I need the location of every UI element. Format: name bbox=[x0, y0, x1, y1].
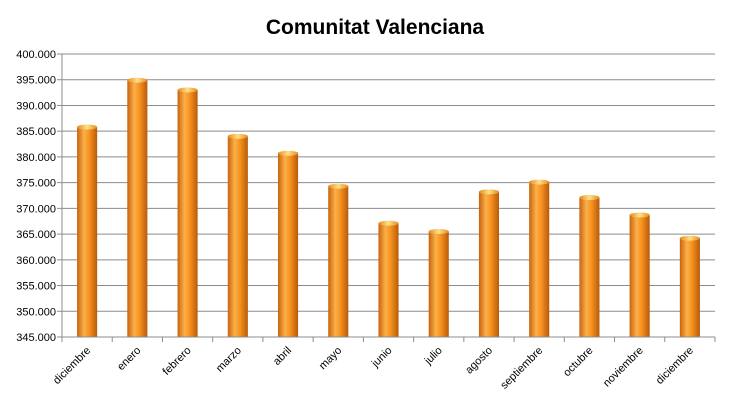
bar bbox=[679, 235, 700, 337]
bar bbox=[177, 87, 198, 337]
x-tick-label: diciembre bbox=[51, 345, 93, 387]
y-tick-label: 350.000 bbox=[16, 306, 56, 318]
bar-cap bbox=[478, 189, 500, 195]
bar-body bbox=[227, 136, 248, 337]
bar-cap bbox=[629, 212, 650, 218]
bar-cap bbox=[529, 179, 550, 185]
y-tick-label: 370.000 bbox=[16, 203, 56, 215]
bar-body bbox=[77, 127, 98, 337]
bar bbox=[428, 229, 449, 337]
bar-cap bbox=[227, 133, 248, 139]
bar bbox=[227, 133, 248, 337]
bar bbox=[127, 77, 148, 337]
bar-body bbox=[328, 186, 349, 337]
y-tick-label: 365.000 bbox=[16, 229, 56, 241]
x-tick-label: noviembre bbox=[601, 345, 646, 390]
y-tick-label: 400.000 bbox=[16, 49, 56, 61]
y-axis-tick-labels: 345.000 350.000 355.000 360.000 365.000 370.0… bbox=[16, 49, 56, 344]
x-tick-label: diciembre bbox=[654, 345, 696, 387]
bar-body bbox=[428, 231, 449, 337]
y-tick-label: 345.000 bbox=[16, 332, 56, 344]
x-tick-label: enero bbox=[115, 345, 143, 373]
y-tick-label: 355.000 bbox=[16, 281, 56, 293]
bar-body bbox=[177, 90, 198, 337]
x-tick-label: octubre bbox=[561, 345, 595, 379]
x-axis-tick-labels: diciembre enero febrero marzo abril mayo junio… bbox=[51, 345, 696, 392]
y-tick-label: 385.000 bbox=[16, 126, 56, 138]
chart-title: Comunitat Valenciana bbox=[266, 16, 485, 39]
bar-body bbox=[679, 238, 700, 337]
bar-cap bbox=[378, 220, 399, 226]
bar-body bbox=[378, 223, 399, 337]
bar-body bbox=[529, 182, 550, 337]
bar-cap bbox=[127, 77, 148, 83]
bar bbox=[579, 195, 600, 337]
bar-cap bbox=[277, 150, 299, 156]
bar bbox=[629, 212, 650, 337]
x-tick-label: julio bbox=[422, 345, 445, 368]
x-tick-label: septiembre bbox=[498, 345, 545, 392]
bar-cap bbox=[679, 235, 700, 241]
bar-cap bbox=[77, 124, 98, 130]
x-tick-label: marzo bbox=[214, 345, 244, 375]
bar bbox=[529, 179, 550, 337]
x-tick-label: mayo bbox=[317, 345, 345, 373]
y-tick-label: 380.000 bbox=[16, 152, 56, 164]
y-tick-label: 390.000 bbox=[16, 100, 56, 112]
bar bbox=[328, 183, 349, 337]
bar-cap bbox=[328, 183, 349, 189]
bar bbox=[277, 150, 299, 337]
y-tick-label: 395.000 bbox=[16, 75, 56, 87]
bar-body bbox=[629, 215, 650, 337]
axes bbox=[61, 54, 716, 342]
bar-body bbox=[127, 80, 148, 337]
bar-body bbox=[478, 191, 500, 337]
x-tick-label: junio bbox=[369, 345, 395, 371]
bar bbox=[378, 220, 399, 337]
bar-cap bbox=[579, 195, 600, 201]
bar-cap bbox=[177, 87, 198, 93]
x-tick-label: abril bbox=[271, 345, 294, 368]
x-tick-label: febrero bbox=[161, 345, 194, 378]
bar-body bbox=[277, 153, 299, 337]
bar bbox=[77, 124, 98, 337]
bar bbox=[478, 189, 500, 337]
bar-cap bbox=[428, 229, 449, 235]
y-tick-label: 360.000 bbox=[16, 255, 56, 267]
bars bbox=[77, 77, 700, 337]
bar-body bbox=[579, 197, 600, 337]
y-tick-label: 375.000 bbox=[16, 178, 56, 190]
x-tick-label: agosto bbox=[463, 345, 495, 377]
